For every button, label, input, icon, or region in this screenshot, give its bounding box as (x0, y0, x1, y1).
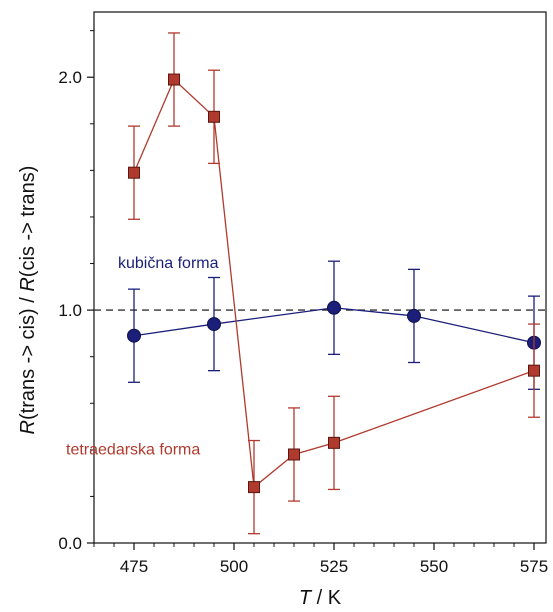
series-layer (127, 32, 541, 535)
axis-ticks-layer: 475 500 525 550 575 0.0 1.0 2.0 (58, 30, 548, 576)
data-point (407, 308, 421, 323)
y-tick-label: 2.0 (58, 68, 82, 87)
y-axis-title-var1: R (17, 420, 39, 434)
y-tick-label: 0.0 (58, 534, 82, 553)
data-point (168, 73, 180, 86)
y-axis-title-part1: (trans -> cis) / (17, 292, 39, 420)
data-point (328, 436, 340, 449)
data-point (248, 481, 260, 494)
x-tick-label: 550 (420, 557, 448, 576)
x-tick-label: 475 (120, 557, 148, 576)
series-label: tetraedarska forma (66, 442, 200, 459)
data-point (127, 328, 141, 343)
data-point (207, 317, 221, 332)
plot-frame (93, 11, 547, 544)
series-1 (128, 32, 540, 535)
data-point (288, 448, 300, 461)
data-point (327, 300, 341, 315)
x-tick-label: 575 (520, 557, 548, 576)
data-point (208, 110, 220, 123)
y-axis-title: R(trans -> cis) / R(cis -> trans) (17, 166, 39, 435)
x-axis-title-variable: T (299, 587, 313, 609)
y-tick-label: 1.0 (58, 301, 82, 320)
series-0 (127, 260, 541, 390)
y-axis-title-var2: R (17, 277, 39, 291)
data-point (128, 166, 140, 179)
x-axis-title-unit: / K (311, 587, 342, 609)
x-tick-label: 500 (220, 557, 248, 576)
data-point (528, 364, 540, 377)
y-axis-title-part2: (cis -> trans) (17, 166, 39, 278)
series-label: kubična forma (118, 255, 219, 272)
x-axis-title: T / K (299, 587, 342, 609)
x-tick-label: 525 (320, 557, 348, 576)
annotation-layer: kubična forma tetraedarska forma (66, 255, 219, 458)
